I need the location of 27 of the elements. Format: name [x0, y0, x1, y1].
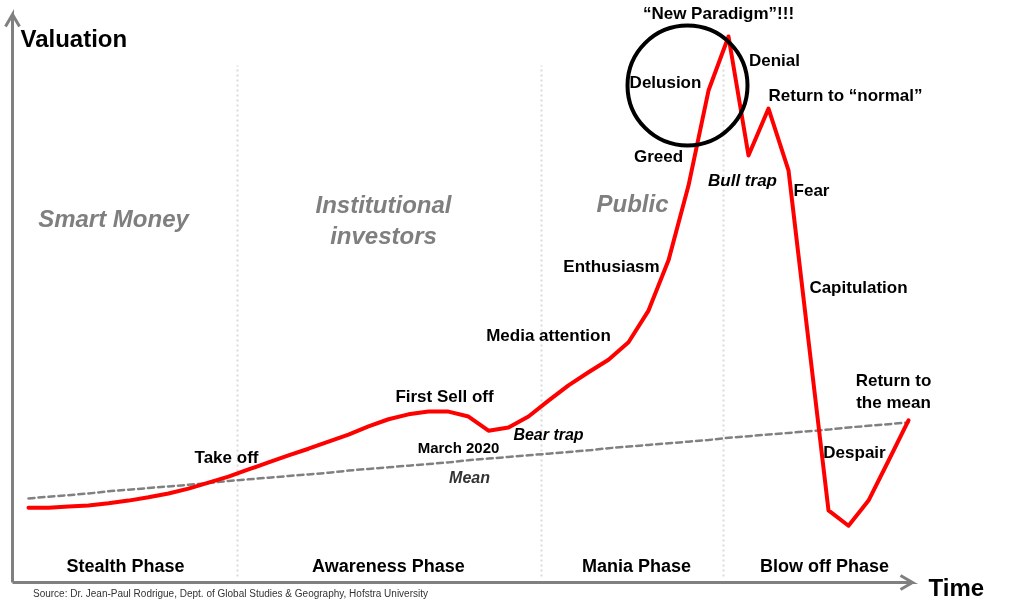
annotation: Institutional investors [315, 191, 453, 250]
y-axis-title: Valuation [20, 25, 128, 52]
annotation: Smart Money [38, 205, 191, 232]
annotation: Capitulation [809, 278, 908, 297]
annotation: Delusion [629, 73, 702, 92]
text: “New Paradigm”!!! [642, 4, 795, 23]
annotation: Return to the mean [855, 371, 932, 413]
annotation: Bull trap [708, 171, 777, 190]
annotation: Denial [748, 51, 801, 70]
source-note: Source: Dr. Jean-Paul Rodrigue, Dept. of Global Studies & Geography, Hofstra University [33, 588, 429, 599]
annotation: Public [596, 190, 669, 217]
annotation: Take off [194, 448, 259, 467]
annotation: Mania Phase [581, 555, 692, 576]
annotation: Blow off Phase [759, 555, 890, 576]
annotation: Media attention [486, 326, 611, 345]
annotation: Mean [449, 469, 491, 486]
annotation: Stealth Phase [66, 555, 185, 576]
annotation: Return to “normal” [768, 86, 923, 105]
annotation: Awareness Phase [312, 555, 465, 576]
annotation: Bear trap [513, 426, 584, 443]
annotation: Despair [823, 443, 887, 462]
annotation: March 2020 [417, 439, 500, 456]
annotation: First Sell off [395, 387, 494, 406]
annotation: Enthusiasm [563, 257, 660, 276]
annotation: Fear [793, 181, 830, 200]
x-axis-title: Time [928, 574, 985, 600]
annotation: Greed [633, 147, 684, 166]
